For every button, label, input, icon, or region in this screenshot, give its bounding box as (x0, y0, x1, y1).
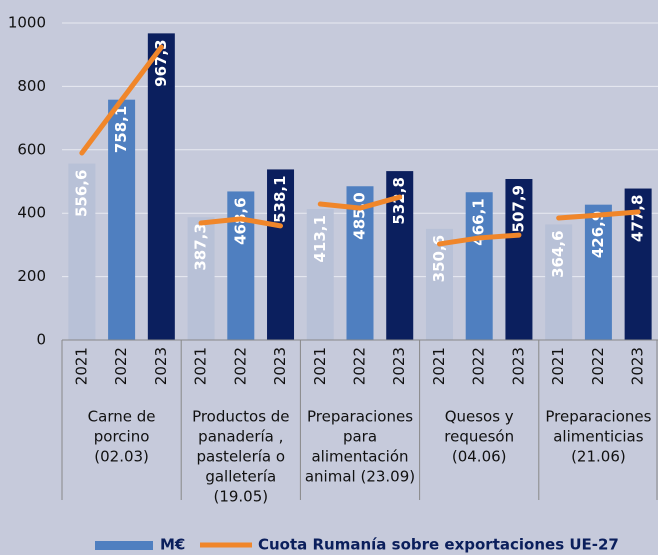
group-label: alimenticias (553, 428, 644, 446)
data-label: 485,0 (351, 192, 369, 239)
legend-label: M€ (160, 536, 185, 554)
y-tick-label: 600 (17, 140, 46, 158)
data-label: 466,1 (470, 198, 488, 245)
line (198, 216, 284, 229)
group-label: Preparaciones (307, 408, 413, 426)
data-label: 350,6 (430, 235, 448, 282)
x-tick-label: 2022 (351, 347, 369, 385)
x-tick-label: 2021 (549, 347, 567, 385)
data-label: 556,6 (72, 170, 90, 217)
bar (306, 209, 334, 340)
y-tick-label: 200 (17, 267, 46, 285)
line (436, 232, 522, 247)
x-tick-label: 2022 (589, 347, 607, 385)
bar (584, 204, 612, 340)
bar (108, 99, 136, 340)
bar (147, 33, 175, 340)
x-tick-label: 2023 (509, 347, 527, 385)
line (556, 209, 641, 221)
data-label: 364,6 (549, 230, 567, 277)
y-tick-label: 800 (17, 77, 46, 95)
bar (425, 228, 453, 340)
x-tick-label: 2022 (470, 347, 488, 385)
bar (346, 186, 374, 340)
group-label: Productos de (192, 408, 289, 426)
bar (545, 224, 573, 340)
group-label: Carne de (88, 408, 156, 426)
bar (227, 191, 255, 340)
x-tick-label: 2023 (271, 347, 289, 385)
data-label: 538,1 (271, 175, 289, 222)
x-tick-label: 2021 (192, 347, 210, 385)
group-label: galletería (205, 468, 276, 486)
y-tick-label: 0 (36, 331, 46, 349)
group-label: Preparaciones (545, 408, 651, 426)
group-label: (02.03) (94, 448, 149, 466)
group-label: pastelería o (197, 448, 286, 466)
data-label: 758,1 (112, 106, 130, 153)
x-tick-label: 2022 (231, 347, 249, 385)
group-label: (04.06) (452, 448, 507, 466)
group-label: porcino (94, 428, 150, 446)
x-tick-label: 2023 (152, 347, 170, 385)
y-tick-label: 400 (17, 204, 46, 222)
group-label: requesón (444, 428, 514, 446)
legend-swatch (95, 541, 153, 550)
data-label: 413,1 (311, 215, 329, 262)
bar (465, 192, 493, 340)
x-tick-label: 2023 (629, 347, 647, 385)
x-tick-label: 2021 (72, 347, 90, 385)
group-label: (21.06) (571, 448, 626, 466)
x-tick-label: 2021 (311, 347, 329, 385)
bar (187, 217, 215, 340)
line (317, 194, 403, 211)
data-label: 426,9 (589, 211, 607, 258)
data-label: 507,9 (509, 185, 527, 232)
group-label: animal (23.09) (305, 468, 415, 486)
bar (68, 163, 96, 340)
x-tick-label: 2021 (430, 347, 448, 385)
group-label: alimentación (311, 448, 408, 466)
legend-label: Cuota Rumanía sobre exportaciones UE-27 (258, 536, 619, 554)
group-label: panadería , (198, 428, 283, 446)
line (79, 44, 164, 156)
data-label: 477,8 (629, 195, 647, 242)
group-label: para (343, 428, 377, 446)
x-tick-label: 2023 (390, 347, 408, 385)
bar (505, 178, 533, 340)
data-label: 387,3 (192, 223, 210, 270)
bar (267, 169, 295, 340)
group-label: (19.05) (213, 488, 268, 506)
data-label: 532,8 (390, 177, 408, 224)
group-label: Quesos y (445, 408, 514, 426)
x-tick-label: 2022 (112, 347, 130, 385)
y-tick-label: 1000 (8, 14, 46, 32)
